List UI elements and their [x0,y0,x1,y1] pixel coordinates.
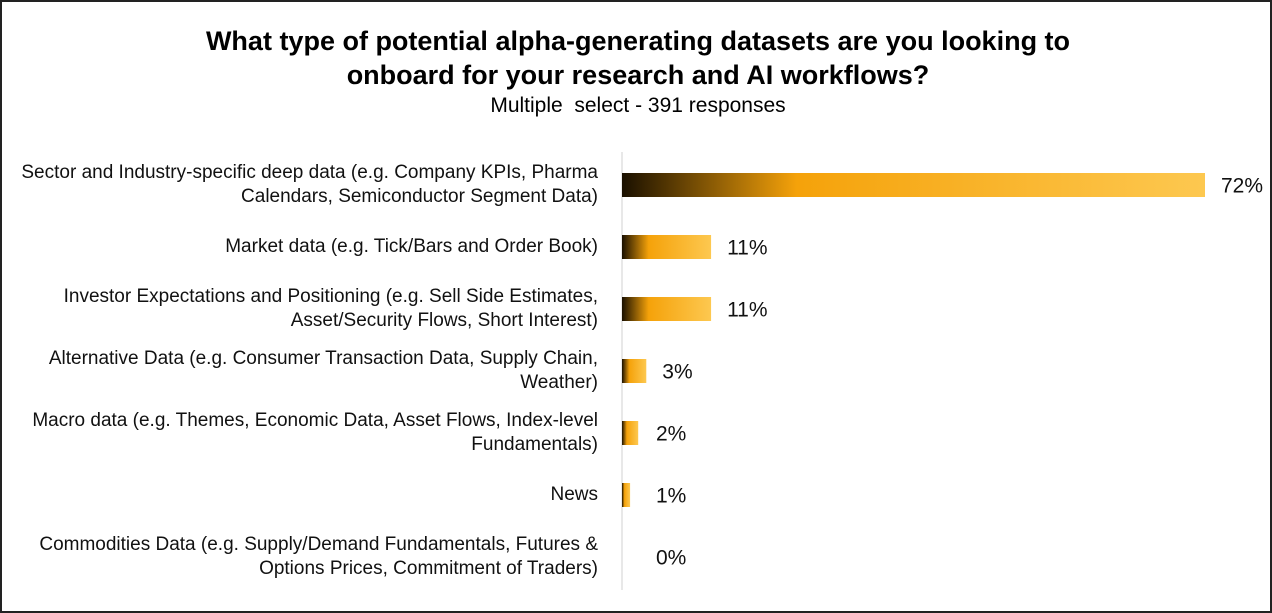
category-label: Sector and Industry-specific deep data (… [21,162,598,207]
bar [622,421,639,445]
category-label: Commodities Data (e.g. Supply/Demand Fun… [39,534,598,579]
chart-title: What type of potential alpha-generating … [205,26,1071,90]
category-label: Macro data (e.g. Themes, Economic Data, … [32,410,598,455]
value-label: 2% [656,423,686,446]
bar [622,235,712,259]
category-label: Investor Expectations and Positioning (e… [63,286,598,331]
value-label: 11% [727,237,767,260]
category-label: Market data (e.g. Tick/Bars and Order Bo… [225,236,598,257]
value-label: 1% [656,485,686,508]
bar [622,359,647,383]
category-label: Alternative Data (e.g. Consumer Transact… [48,348,598,393]
bar [622,173,1205,197]
category-label: News [550,484,598,505]
value-label: 72% [1221,175,1263,198]
value-label: 11% [727,299,767,322]
bar [622,297,712,321]
chart-subtitle: Multiple select - 391 responses [490,94,786,117]
value-label: 0% [656,547,686,570]
bar [622,483,631,507]
value-label: 3% [662,361,692,384]
title-block: What type of potential alpha-generating … [2,24,1270,120]
